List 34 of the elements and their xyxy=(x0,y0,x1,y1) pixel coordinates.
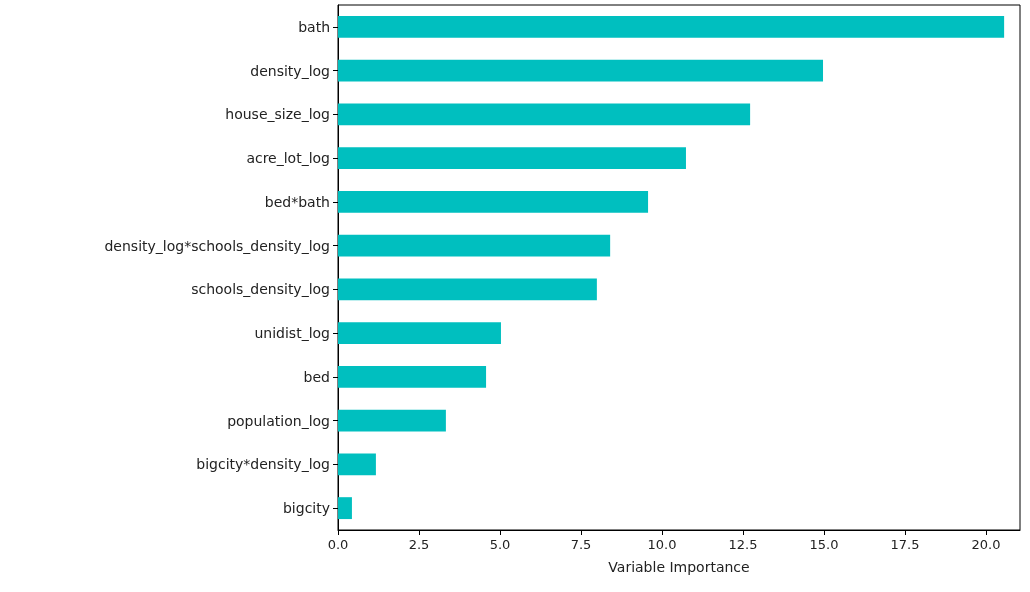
bar xyxy=(338,15,1005,38)
y-tick-label: schools_density_log xyxy=(191,281,330,298)
y-tick-label: bed*bath xyxy=(264,193,330,210)
x-tick-label: 10.0 xyxy=(647,537,677,552)
y-tick-label: bed xyxy=(303,368,330,385)
y-tick-label: bath xyxy=(298,18,330,35)
x-tick-label: 5.0 xyxy=(489,537,511,552)
y-tick-label: density_log*schools_density_log xyxy=(104,237,330,254)
bar xyxy=(338,147,686,170)
bar xyxy=(338,190,649,213)
x-tick-label: 17.5 xyxy=(890,537,920,552)
bar xyxy=(338,278,597,301)
bar xyxy=(338,365,487,388)
y-tick-label: bigcity xyxy=(282,500,330,517)
bar xyxy=(338,234,611,257)
y-tick-label: acre_lot_log xyxy=(246,150,330,167)
x-tick-label: 12.5 xyxy=(728,537,758,552)
x-tick-label: 15.0 xyxy=(809,537,839,552)
x-tick-label: 0.0 xyxy=(327,537,349,552)
y-tick-label: population_log xyxy=(227,412,330,429)
y-tick-label: density_log xyxy=(250,62,330,79)
bar xyxy=(338,59,824,82)
x-tick-label: 7.5 xyxy=(570,537,592,552)
bar xyxy=(338,322,501,345)
bar xyxy=(338,103,751,126)
y-tick-label: bigcity*density_log xyxy=(196,456,330,473)
x-axis-title: Variable Importance xyxy=(608,559,750,575)
x-tick-label: 20.0 xyxy=(971,537,1001,552)
y-tick-label: house_size_log xyxy=(225,106,330,123)
bar xyxy=(338,453,376,476)
bar xyxy=(338,497,352,520)
x-tick-label: 2.5 xyxy=(408,537,430,552)
y-tick-label: unidist_log xyxy=(254,325,330,342)
bar xyxy=(338,409,446,432)
